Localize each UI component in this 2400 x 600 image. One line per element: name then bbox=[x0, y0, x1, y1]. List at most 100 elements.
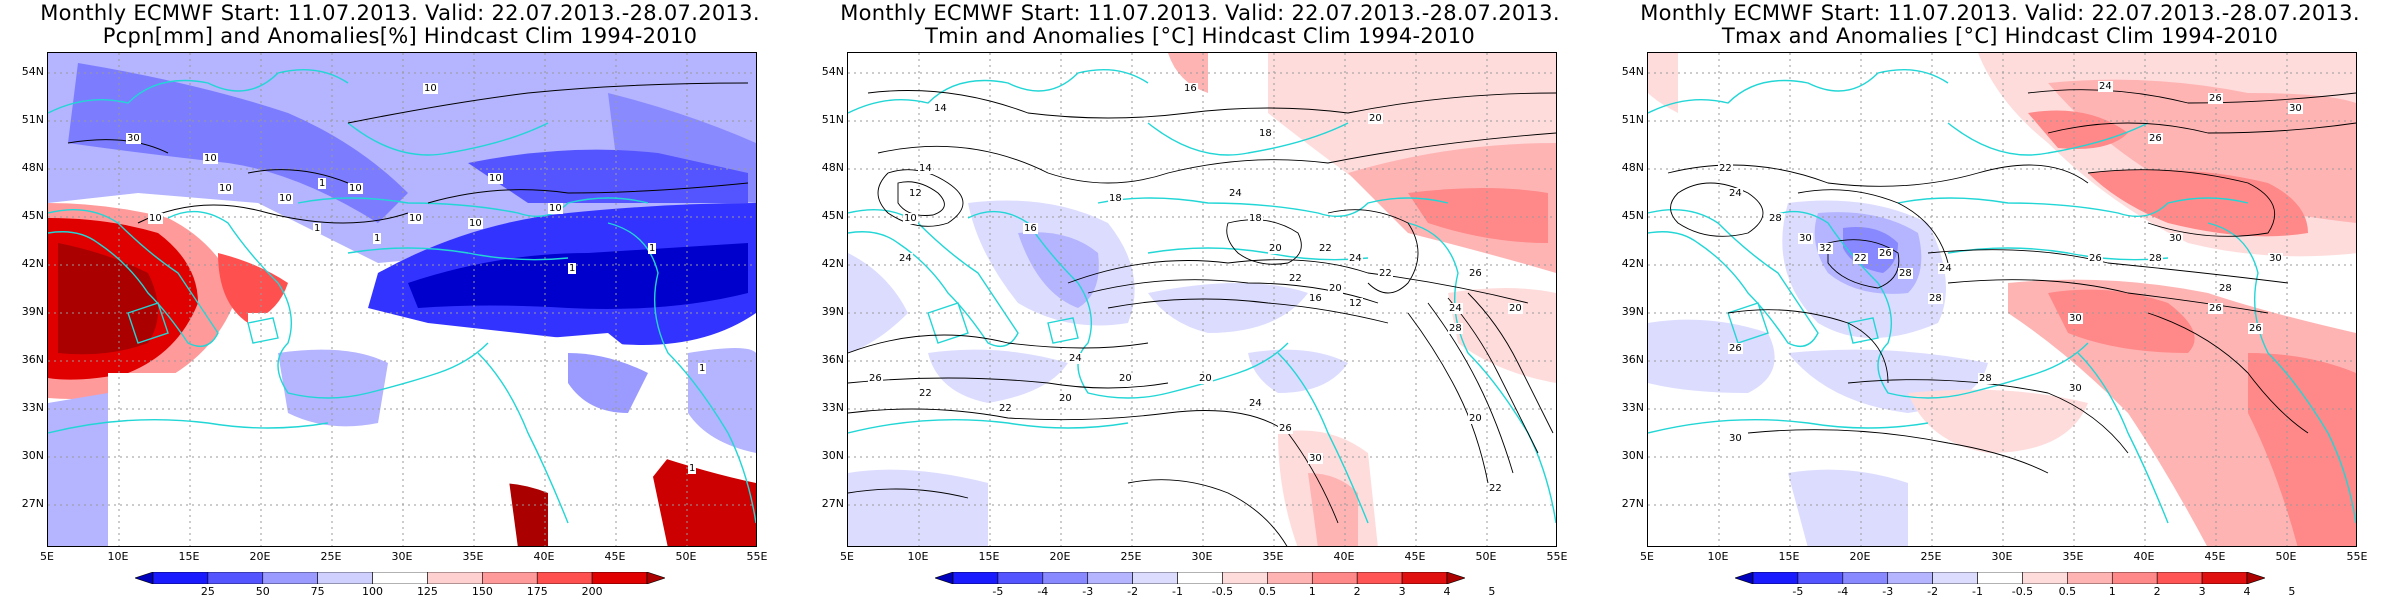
colorbar-label: -1 bbox=[1172, 585, 1184, 598]
precip-anomaly-field bbox=[48, 53, 756, 546]
colorbar-label: -0.5 bbox=[2011, 585, 2034, 598]
lat-tick-label: 36N bbox=[821, 353, 844, 366]
contour-label: 16 bbox=[1308, 293, 1323, 304]
contour-label: 10 bbox=[488, 173, 503, 184]
contour-label: 24 bbox=[1448, 303, 1463, 314]
lon-tick-label: 10E bbox=[107, 550, 129, 563]
contour-label: 22 bbox=[1853, 253, 1868, 264]
lon-tick-label: 5E bbox=[840, 550, 854, 563]
contour-label: 10 bbox=[903, 213, 918, 224]
colorbar-label: -4 bbox=[1037, 585, 1049, 598]
lon-tick-label: 50E bbox=[2275, 550, 2297, 563]
lon-tick-label: 35E bbox=[462, 550, 484, 563]
lon-tick-label: 5E bbox=[1640, 550, 1654, 563]
colorbar-segment bbox=[372, 572, 428, 584]
contour-label: 32 bbox=[1818, 243, 1833, 254]
contour-label: 1 bbox=[688, 463, 697, 474]
lat-tick-label: 33N bbox=[821, 401, 844, 414]
lon-tick-label: 40E bbox=[2133, 550, 2155, 563]
colorbar-min-arrow bbox=[1735, 572, 1754, 584]
colorbar bbox=[1735, 572, 2265, 584]
colorbar-segment bbox=[1752, 572, 1799, 584]
colorbar-label: 1 bbox=[1308, 585, 1316, 598]
tmin-anomaly-field bbox=[848, 53, 1556, 546]
contour-label: 22 bbox=[918, 388, 933, 399]
contour-label: 1 bbox=[313, 223, 322, 234]
contour-label: 14 bbox=[918, 163, 933, 174]
contour-label: 30 bbox=[1728, 433, 1743, 444]
colorbar-segment bbox=[1977, 572, 2023, 584]
colorbar-max-arrow bbox=[2246, 572, 2265, 584]
contour-label: 14 bbox=[933, 103, 948, 114]
contour-label: 20 bbox=[1118, 373, 1133, 384]
contour-label: 28 bbox=[1448, 323, 1463, 334]
lon-tick-label: 30E bbox=[391, 550, 413, 563]
colorbar-segment bbox=[2022, 572, 2068, 584]
lon-tick-label: 30E bbox=[1191, 550, 1213, 563]
contour-label: 22 bbox=[1288, 273, 1303, 284]
colorbar-segment bbox=[1177, 572, 1223, 584]
colorbar-segment bbox=[1132, 572, 1178, 584]
contour-label: 20 bbox=[1058, 393, 1073, 404]
lon-tick-label: 50E bbox=[1475, 550, 1497, 563]
lon-tick-label: 55E bbox=[746, 550, 768, 563]
lat-tick-label: 30N bbox=[1621, 449, 1644, 462]
colorbar-segment bbox=[1222, 572, 1268, 584]
lon-tick-label: 15E bbox=[1778, 550, 1800, 563]
contour-label: 30 bbox=[126, 133, 141, 144]
colorbar-segment bbox=[1887, 572, 1933, 584]
lat-tick-label: 39N bbox=[821, 305, 844, 318]
contour-label: 22 bbox=[1718, 163, 1733, 174]
colorbar-segment bbox=[952, 572, 999, 584]
contour-label: 30 bbox=[2288, 103, 2303, 114]
lon-tick-label: 20E bbox=[249, 550, 271, 563]
colorbar-label: -3 bbox=[1082, 585, 1094, 598]
contour-label: 18 bbox=[1108, 193, 1123, 204]
lon-tick-label: 20E bbox=[1849, 550, 1871, 563]
contour-label: 28 bbox=[2218, 283, 2233, 294]
lon-tick-label: 45E bbox=[604, 550, 626, 563]
contour-label: 28 bbox=[1978, 373, 1993, 384]
lat-tick-label: 51N bbox=[821, 113, 844, 126]
colorbar-label: 125 bbox=[416, 585, 438, 598]
lat-tick-label: 33N bbox=[21, 401, 44, 414]
colorbar-segment bbox=[317, 572, 373, 584]
lat-tick-label: 42N bbox=[1621, 257, 1644, 270]
colorbar-segment bbox=[262, 572, 318, 584]
map-plot: 16 14 18 20 14 12 10 16 18 24 18 20 22 22 24 20 16 12 22 24… bbox=[847, 52, 1557, 547]
colorbar-segment bbox=[2067, 572, 2113, 584]
contour-label: 22 bbox=[1488, 483, 1503, 494]
contour-label: 16 bbox=[1183, 83, 1198, 94]
contour-label: 30 bbox=[2068, 313, 2083, 324]
contour-label: 16 bbox=[1023, 223, 1038, 234]
tmax-anomaly-field bbox=[1648, 53, 2356, 546]
colorbar-segment bbox=[427, 572, 483, 584]
contour-label: 20 bbox=[1198, 373, 1213, 384]
contour-label: 26 bbox=[1878, 248, 1893, 259]
precip-panel: Monthly ECMWF Start: 11.07.2013. Valid: … bbox=[0, 0, 800, 600]
lon-tick-label: 35E bbox=[1262, 550, 1284, 563]
contour-label: 26 bbox=[2208, 303, 2223, 314]
colorbar-min-arrow bbox=[935, 572, 954, 584]
colorbar-label: 5 bbox=[1488, 585, 1496, 598]
contour-label: 28 bbox=[1768, 213, 1783, 224]
title-line-1: Monthly ECMWF Start: 11.07.2013. Valid: … bbox=[40, 1, 760, 25]
lat-tick-label: 39N bbox=[21, 305, 44, 318]
contour-label: 26 bbox=[2208, 93, 2223, 104]
contour-label: 12 bbox=[908, 188, 923, 199]
lat-tick-label: 54N bbox=[1621, 65, 1644, 78]
lon-tick-label: 55E bbox=[2346, 550, 2368, 563]
colorbar-max-arrow bbox=[646, 572, 665, 584]
lon-tick-label: 30E bbox=[1991, 550, 2013, 563]
contour-label: 26 bbox=[2248, 323, 2263, 334]
colorbar-segment bbox=[1267, 572, 1313, 584]
colorbar-label: -5 bbox=[992, 585, 1004, 598]
colorbar-segment bbox=[997, 572, 1044, 584]
title-line-1: Monthly ECMWF Start: 11.07.2013. Valid: … bbox=[840, 1, 1560, 25]
contour-label: 28 bbox=[1928, 293, 1943, 304]
contour-label: 30 bbox=[1798, 233, 1813, 244]
lat-tick-label: 48N bbox=[1621, 161, 1644, 174]
contour-label: 10 bbox=[408, 213, 423, 224]
colorbar-segment bbox=[1087, 572, 1133, 584]
title-line-1: Monthly ECMWF Start: 11.07.2013. Valid: … bbox=[1640, 1, 2360, 25]
